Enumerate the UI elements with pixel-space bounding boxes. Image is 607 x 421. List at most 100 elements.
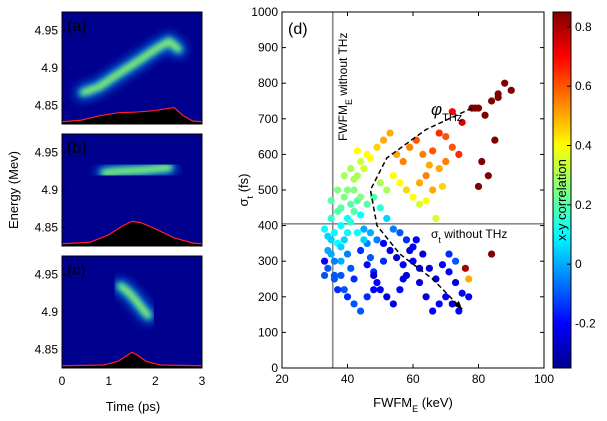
colorbar-tick-label: 0.6 xyxy=(575,79,592,93)
scatter-point xyxy=(438,261,447,269)
scatter-point xyxy=(383,293,391,301)
scatter-point xyxy=(451,257,460,265)
ytick-label: 200 xyxy=(258,290,278,304)
ytick-label: 4.9 xyxy=(41,183,58,197)
density-peak xyxy=(119,284,150,317)
scatter-point xyxy=(422,197,430,205)
ref-vertical-label: FWFME without THz xyxy=(336,33,354,141)
scatter-point xyxy=(373,278,381,287)
colorbar-gradient xyxy=(552,11,572,369)
xtick-label: 40 xyxy=(341,372,355,386)
scatter-point xyxy=(435,129,443,137)
scatter-point xyxy=(347,218,355,226)
scatter-point xyxy=(389,300,397,308)
current-profile-line xyxy=(61,220,203,245)
scatter-point xyxy=(399,275,407,283)
scatter-point xyxy=(343,186,352,194)
panel-label: (c) xyxy=(67,262,86,279)
scatter-point xyxy=(445,268,453,276)
scatter-point xyxy=(488,97,496,105)
xtick-label: 2 xyxy=(152,374,159,388)
scatter-point xyxy=(419,150,427,158)
current-profile-fill xyxy=(62,107,202,124)
current-profile-line xyxy=(61,106,203,123)
scatter-point xyxy=(357,246,365,255)
scatter-point xyxy=(448,143,456,151)
ytick-label: 4.95 xyxy=(35,24,59,38)
ytick-label: 4.85 xyxy=(35,220,59,234)
scatter-point xyxy=(484,172,492,180)
ytick-label: 300 xyxy=(258,254,278,268)
xtick-label: 60 xyxy=(406,372,420,386)
ytick-label: 1000 xyxy=(251,5,278,19)
scatter-point xyxy=(409,257,417,265)
scatter-point xyxy=(357,193,365,201)
trend-arrow-head xyxy=(453,300,463,310)
scatter-point xyxy=(343,229,352,237)
ytick-label: 0 xyxy=(271,361,278,375)
scatter-point xyxy=(461,264,469,272)
scatter-point xyxy=(370,271,378,280)
scatter-point xyxy=(425,264,433,272)
panel-c: (c) 4.95 4.9 4.85 xyxy=(35,255,203,369)
scatter-point xyxy=(350,186,358,194)
ytick-label: 800 xyxy=(258,76,278,90)
scatter-point xyxy=(366,254,375,262)
ytick-label: 400 xyxy=(258,219,278,233)
scatter-point xyxy=(337,257,345,265)
scatter-point xyxy=(337,222,345,230)
scatter-point xyxy=(324,232,332,240)
scatter-point xyxy=(330,229,338,237)
scatter-point xyxy=(396,286,404,294)
ytick-label: 4.85 xyxy=(35,98,59,112)
scatter-point xyxy=(465,275,473,283)
colorbar-tick-label: 0.8 xyxy=(575,20,592,34)
left-yaxis-label: Energy (Mev) xyxy=(6,151,21,229)
scatter-point xyxy=(435,165,443,173)
scatter-point xyxy=(357,211,365,219)
scatter-point xyxy=(438,182,447,191)
ytick-label: 500 xyxy=(258,183,278,197)
scatter-point xyxy=(442,293,450,301)
scatter-point xyxy=(330,257,338,265)
scatter-point xyxy=(363,293,371,301)
colorbar: -0.2 0 0.2 0.4 0.6 0.8 x-y correlation xyxy=(552,11,596,369)
xtick-label: 80 xyxy=(472,372,486,386)
scatter-point xyxy=(343,250,352,258)
scatter-point xyxy=(383,214,391,223)
scatter-point xyxy=(455,150,463,158)
panel-a: (a) 4.95 4.9 4.85 xyxy=(35,11,203,125)
scatter-point xyxy=(324,246,332,255)
scatter-point xyxy=(409,243,417,251)
density-peak xyxy=(103,166,171,174)
scatter-point xyxy=(491,136,499,144)
scatter-point xyxy=(350,175,358,183)
ytick-label: 4.9 xyxy=(41,61,58,75)
scatter-point xyxy=(360,225,368,233)
y-axis-label: σt (fs) xyxy=(236,174,255,207)
scatter-point xyxy=(478,157,486,166)
scatter-point xyxy=(386,246,394,255)
scatter-point xyxy=(412,236,420,244)
scatter-point xyxy=(350,207,358,215)
xtick-label: 3 xyxy=(199,374,206,388)
scatter-point xyxy=(350,300,358,308)
colorbar-label: x-y correlation xyxy=(554,159,569,241)
scatter-point xyxy=(422,293,430,301)
scatter-point xyxy=(402,186,411,194)
scatter-point xyxy=(340,172,348,180)
scatter-point xyxy=(337,204,345,212)
scatter-point xyxy=(379,257,388,265)
scatter-point xyxy=(488,250,496,258)
panel-label: (b) xyxy=(67,140,87,157)
scatter-point xyxy=(429,147,437,155)
scatter-point xyxy=(366,229,375,237)
scatter-point xyxy=(324,264,332,272)
scatter-point xyxy=(357,307,365,315)
scatter-point xyxy=(379,136,388,144)
scatter-point xyxy=(474,182,483,191)
scatter-point xyxy=(350,275,358,283)
panel-background xyxy=(62,256,202,368)
scatter-point xyxy=(494,93,502,102)
